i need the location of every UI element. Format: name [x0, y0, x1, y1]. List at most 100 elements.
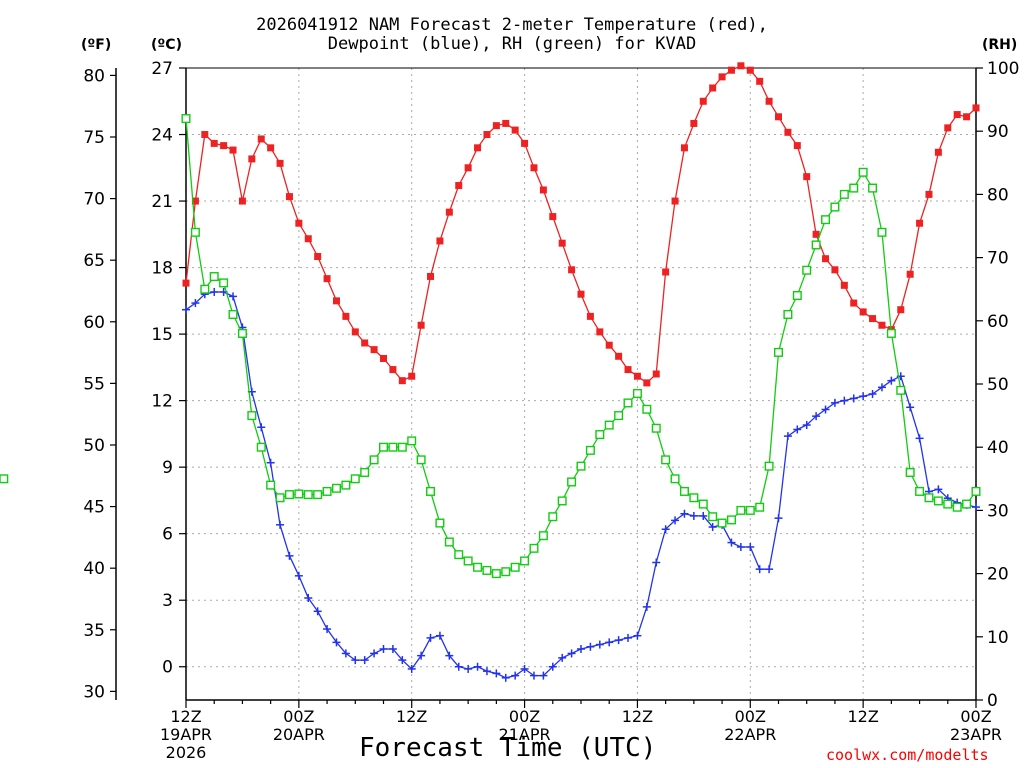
x-tick-label: 12Z [847, 707, 878, 726]
fahrenheit-tick-label: 40 [83, 559, 105, 579]
rh-point [774, 347, 784, 357]
rh-point [284, 490, 294, 500]
temperature-point [229, 146, 237, 154]
rh-point [209, 272, 219, 282]
rh-point [219, 278, 229, 288]
temperature-point [793, 142, 801, 150]
dewpoint-point [699, 511, 708, 520]
temperature-point [775, 113, 782, 121]
x-tick-label: 12Z [170, 707, 201, 726]
rh-tick-label: 0 [987, 691, 998, 711]
credit-text[interactable]: coolwx.com/modelts [826, 746, 989, 764]
dewpoint-point [482, 667, 491, 676]
dewpoint-point [859, 392, 868, 401]
temperature-point [718, 73, 726, 81]
temperature-point [869, 315, 877, 323]
rh-point [943, 499, 953, 509]
temperature-point [436, 237, 444, 245]
rh-point [886, 328, 896, 338]
temperature-point [925, 190, 933, 198]
rh-point [482, 565, 492, 575]
temperature-point [680, 144, 688, 152]
rh-point [915, 486, 925, 496]
x-tick-label: 21APR [499, 725, 551, 744]
dewpoint-point [633, 631, 642, 640]
rh-point [933, 496, 943, 506]
temperature-point [840, 281, 848, 289]
temperature-point [539, 186, 547, 194]
rh-point [632, 388, 642, 398]
rh-point [303, 490, 313, 500]
rh-point [670, 474, 680, 484]
celsius-tick-label: 21 [151, 192, 173, 212]
rh-point [397, 442, 407, 452]
temperature-point [521, 139, 529, 147]
temperature-point [238, 197, 246, 205]
temperature-point [285, 193, 293, 201]
rh-point [868, 183, 878, 193]
temperature-point [643, 379, 651, 387]
celsius-tick-label: 24 [151, 126, 173, 146]
dewpoint-point [304, 593, 313, 602]
dewpoint-point [445, 651, 454, 660]
temperature-point [615, 352, 623, 360]
rh-point [190, 227, 200, 237]
rh-point [830, 202, 840, 212]
dewpoint-point [379, 644, 388, 653]
dewpoint-point [793, 425, 802, 434]
rh-point [369, 455, 379, 465]
celsius-unit-label: (ºC) [151, 37, 182, 53]
rh-point [708, 512, 718, 522]
x-tick-label: 22APR [724, 725, 776, 744]
temperature-point [652, 370, 660, 378]
dewpoint-point [972, 503, 980, 512]
dewpoint-point [849, 394, 858, 403]
rh-tick-label: 100 [987, 59, 1019, 79]
rh-point [529, 543, 539, 553]
dewpoint-point [567, 649, 576, 658]
celsius-tick-label: 9 [162, 458, 173, 478]
rh-point [651, 423, 661, 433]
temperature-line [185, 65, 977, 384]
dewpoint-point [360, 656, 369, 665]
x-tick-label: 12Z [622, 707, 653, 726]
temperature-point [295, 219, 303, 227]
title-line-2: Dewpoint (blue), RH (green) for KVAD [327, 34, 697, 54]
dewpoint-point [689, 511, 698, 520]
dewpoint-point [182, 305, 190, 314]
dewpoint-point [407, 664, 416, 673]
dewpoint-series [182, 287, 980, 682]
dewpoint-point [586, 642, 595, 651]
dewpoint-point [539, 671, 548, 680]
temperature-point [803, 173, 811, 181]
rh-point [717, 518, 727, 528]
temperature-point [549, 213, 557, 221]
rh-tick-label: 90 [987, 122, 1009, 142]
rh-point [294, 489, 304, 499]
temperature-point [671, 197, 679, 205]
rh-point [360, 467, 370, 477]
temperature-point [972, 104, 980, 112]
rh-point [416, 455, 426, 465]
temperature-point [492, 122, 500, 130]
dewpoint-point [351, 656, 360, 665]
rh-point [783, 309, 793, 319]
rh-point [839, 189, 849, 199]
temperature-point [323, 275, 331, 283]
x-tick-label: 23APR [950, 725, 1002, 744]
fahrenheit-tick-label: 30 [83, 682, 105, 702]
x-tick-label: 00Z [735, 707, 766, 726]
temperature-point [605, 341, 613, 349]
temperature-point [398, 377, 406, 385]
dewpoint-point [520, 664, 529, 673]
rh-point [331, 483, 341, 493]
temperature-point [558, 239, 566, 247]
dewpoint-point [812, 412, 821, 421]
celsius-tick-label: 0 [162, 658, 173, 678]
temperature-point [727, 66, 735, 74]
dewpoint-point [934, 485, 943, 494]
dewpoint-point [746, 542, 755, 551]
dewpoint-point [323, 625, 332, 634]
dewpoint-point [671, 516, 680, 525]
dewpoint-point [708, 523, 717, 532]
